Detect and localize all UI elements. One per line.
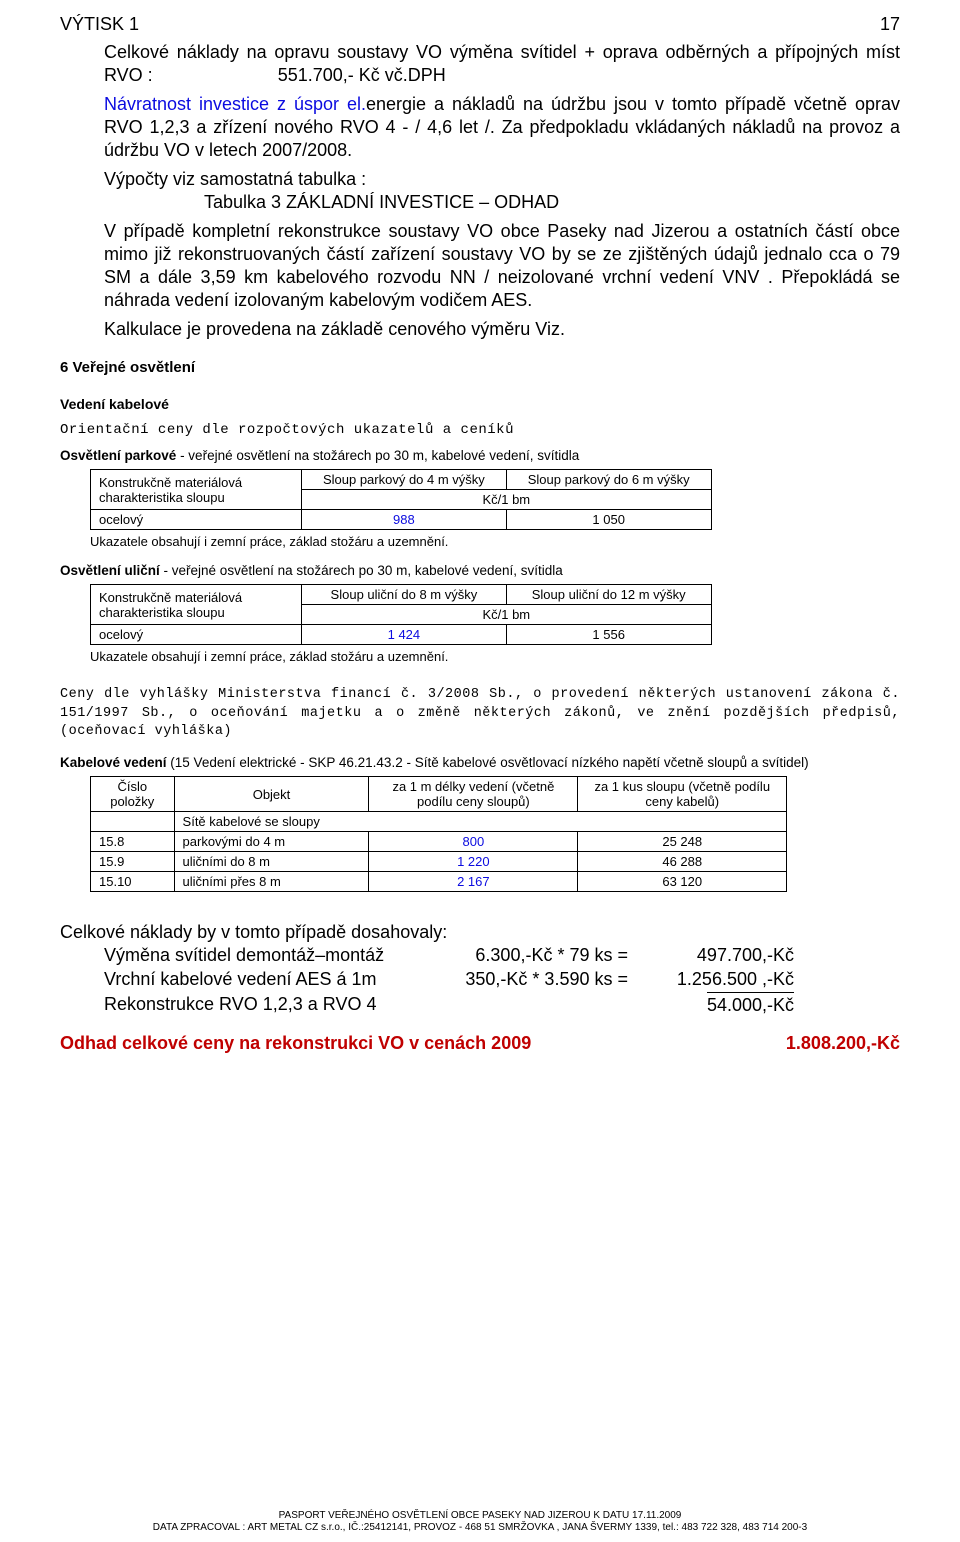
kab-r1-c: 15.9 bbox=[91, 852, 175, 872]
park-note: Ukazatele obsahují i zemní práce, základ… bbox=[90, 534, 900, 549]
calc-row-2: Rekonstrukce RVO 1,2,3 a RVO 4 54.000,-K… bbox=[104, 992, 900, 1017]
kab-r0-c: 15.8 bbox=[91, 832, 175, 852]
section-6-sub: Vedení kabelové bbox=[60, 396, 900, 412]
footer-line-2: DATA ZPRACOVAL : ART METAL CZ s.r.o., IČ… bbox=[0, 1522, 960, 1534]
table-row: 15.9 uličními do 8 m 1 220 46 288 bbox=[91, 852, 787, 872]
calc-res-underline: 54.000,-Kč bbox=[707, 992, 794, 1017]
table-row: Konstrukčně materiálová charakteristika … bbox=[91, 585, 712, 605]
kab-intro: Kabelové vedení (15 Vedení elektrické - … bbox=[60, 755, 900, 770]
calc-mid: 6.300,-Kč * 79 ks = bbox=[424, 943, 634, 967]
park-val-1: 988 bbox=[302, 510, 507, 530]
calc-intro: Celkové náklady by v tomto případě dosah… bbox=[60, 922, 900, 943]
kab-table: Číslo položky Objekt za 1 m délky vedení… bbox=[90, 776, 787, 892]
calc-row-1: Vrchní kabelové vedení AES á 1m 350,-Kč … bbox=[104, 967, 900, 991]
kab-r2-c: 15.10 bbox=[91, 872, 175, 892]
table-row: ocelový 988 1 050 bbox=[91, 510, 712, 530]
page-footer: PASPORT VEŘEJNÉHO OSVĚTLENÍ OBCE PASEKY … bbox=[0, 1510, 960, 1534]
ulic-val-1: 1 424 bbox=[302, 625, 507, 645]
kab-r2-d: 2 167 bbox=[369, 872, 578, 892]
kab-r0-o: parkovými do 4 m bbox=[174, 832, 369, 852]
kab-h-delka: za 1 m délky vedení (včetně podílu ceny … bbox=[369, 777, 578, 812]
calc-label: Vrchní kabelové vedení AES á 1m bbox=[104, 967, 424, 991]
kab-r1-s: 46 288 bbox=[578, 852, 787, 872]
para-reconstruction: V případě kompletní rekonstrukce soustav… bbox=[104, 220, 900, 312]
calc-mid: 350,-Kč * 3.590 ks = bbox=[424, 967, 634, 991]
park-intro: Osvětlení parkové - veřejné osvětlení na… bbox=[60, 448, 900, 463]
para-table-ref: Výpočty viz samostatná tabulka : Tabulka… bbox=[104, 168, 900, 214]
park-unit: Kč/1 bm bbox=[302, 490, 712, 510]
calc-block: Celkové náklady by v tomto případě dosah… bbox=[60, 922, 900, 1017]
park-head-3: Sloup parkový do 6 m výšky bbox=[506, 470, 711, 490]
page-number: 17 bbox=[880, 14, 900, 35]
park-table: Konstrukčně materiálová charakteristika … bbox=[90, 469, 712, 530]
table-row: Konstrukčně materiálová charakteristika … bbox=[91, 470, 712, 490]
park-head-1: Konstrukčně materiálová charakteristika … bbox=[91, 470, 302, 510]
calc-res: 1.256.500 ,-Kč bbox=[634, 967, 794, 991]
table-row: Číslo položky Objekt za 1 m délky vedení… bbox=[91, 777, 787, 812]
calc-res: 54.000,-Kč bbox=[634, 992, 794, 1017]
table-ref-l2: Tabulka 3 ZÁKLADNÍ INVESTICE – ODHAD bbox=[204, 192, 559, 212]
park-intro-bold: Osvětlení parkové bbox=[60, 448, 176, 463]
ulic-head-3: Sloup uliční do 12 m výšky bbox=[506, 585, 711, 605]
ulic-val-2: 1 556 bbox=[506, 625, 711, 645]
section-6-heading: 6 Veřejné osvětlení bbox=[60, 359, 900, 376]
table-row: ocelový 1 424 1 556 bbox=[91, 625, 712, 645]
para-return: Návratnost investice z úspor el.energie … bbox=[104, 93, 900, 162]
document-page: VÝTISK 1 17 Celkové náklady na opravu so… bbox=[0, 0, 960, 1542]
table-row: 15.10 uličními přes 8 m 2 167 63 120 bbox=[91, 872, 787, 892]
para-costs-amount: 551.700,- Kč vč.DPH bbox=[278, 64, 446, 87]
kab-r2-o: uličními přes 8 m bbox=[174, 872, 369, 892]
kab-h-sloup: za 1 kus sloupu (včetně podílu ceny kabe… bbox=[578, 777, 787, 812]
orientation-prices: Orientační ceny dle rozpočtových ukazate… bbox=[60, 422, 900, 438]
ulic-unit: Kč/1 bm bbox=[302, 605, 712, 625]
ulic-head-2: Sloup uliční do 8 m výšky bbox=[302, 585, 507, 605]
ulic-material: ocelový bbox=[91, 625, 302, 645]
page-header: VÝTISK 1 17 bbox=[60, 14, 900, 35]
footer-line-1: PASPORT VEŘEJNÉHO OSVĚTLENÍ OBCE PASEKY … bbox=[0, 1510, 960, 1522]
print-label: VÝTISK 1 bbox=[60, 14, 139, 35]
ulic-intro-bold: Osvětlení uliční bbox=[60, 563, 160, 578]
calc-res: 497.700,-Kč bbox=[634, 943, 794, 967]
table-row: 15.8 parkovými do 4 m 800 25 248 bbox=[91, 832, 787, 852]
decree-text: Ceny dle vyhlášky Ministerstva financí č… bbox=[60, 686, 900, 741]
calc-row-0: Výměna svítidel demontáž–montáž 6.300,-K… bbox=[104, 943, 900, 967]
table-ref-l1: Výpočty viz samostatná tabulka : bbox=[104, 169, 366, 189]
calc-mid bbox=[424, 992, 634, 1017]
ulic-intro: Osvětlení uliční - veřejné osvětlení na … bbox=[60, 563, 900, 578]
ulic-head-1: Konstrukčně materiálová charakteristika … bbox=[91, 585, 302, 625]
kab-r2-s: 63 120 bbox=[578, 872, 787, 892]
estimate-label: Odhad celkové ceny na rekonstrukci VO v … bbox=[60, 1033, 720, 1054]
calc-label: Výměna svítidel demontáž–montáž bbox=[104, 943, 424, 967]
ulic-table: Konstrukčně materiálová charakteristika … bbox=[90, 584, 712, 645]
ulic-intro-rest: - veřejné osvětlení na stožárech po 30 m… bbox=[160, 563, 563, 578]
kab-h-cislo: Číslo položky bbox=[91, 777, 175, 812]
kab-group: Sítě kabelové se sloupy bbox=[174, 812, 787, 832]
park-head-2: Sloup parkový do 4 m výšky bbox=[302, 470, 507, 490]
calc-label: Rekonstrukce RVO 1,2,3 a RVO 4 bbox=[104, 992, 424, 1017]
ulic-note: Ukazatele obsahují i zemní práce, základ… bbox=[90, 649, 900, 664]
table-row: Sítě kabelové se sloupy bbox=[91, 812, 787, 832]
estimate-row: Odhad celkové ceny na rekonstrukci VO v … bbox=[60, 1033, 900, 1054]
para-return-lead: Návratnost investice z úspor el. bbox=[104, 94, 366, 114]
park-intro-rest: - veřejné osvětlení na stožárech po 30 m… bbox=[176, 448, 579, 463]
kab-r1-d: 1 220 bbox=[369, 852, 578, 872]
kab-r0-d: 800 bbox=[369, 832, 578, 852]
para-costs-text: Celkové náklady na opravu soustavy VO vý… bbox=[104, 42, 900, 85]
kab-intro-bold: Kabelové vedení bbox=[60, 755, 167, 770]
para-kalkulace: Kalkulace je provedena na základě cenové… bbox=[104, 318, 900, 341]
kab-r0-s: 25 248 bbox=[578, 832, 787, 852]
kab-h-objekt: Objekt bbox=[174, 777, 369, 812]
kab-r1-o: uličními do 8 m bbox=[174, 852, 369, 872]
estimate-value: 1.808.200,-Kč bbox=[720, 1033, 900, 1054]
park-material: ocelový bbox=[91, 510, 302, 530]
park-val-2: 1 050 bbox=[506, 510, 711, 530]
kab-intro-rest: (15 Vedení elektrické - SKP 46.21.43.2 -… bbox=[167, 755, 809, 770]
para-costs: Celkové náklady na opravu soustavy VO vý… bbox=[104, 41, 900, 87]
